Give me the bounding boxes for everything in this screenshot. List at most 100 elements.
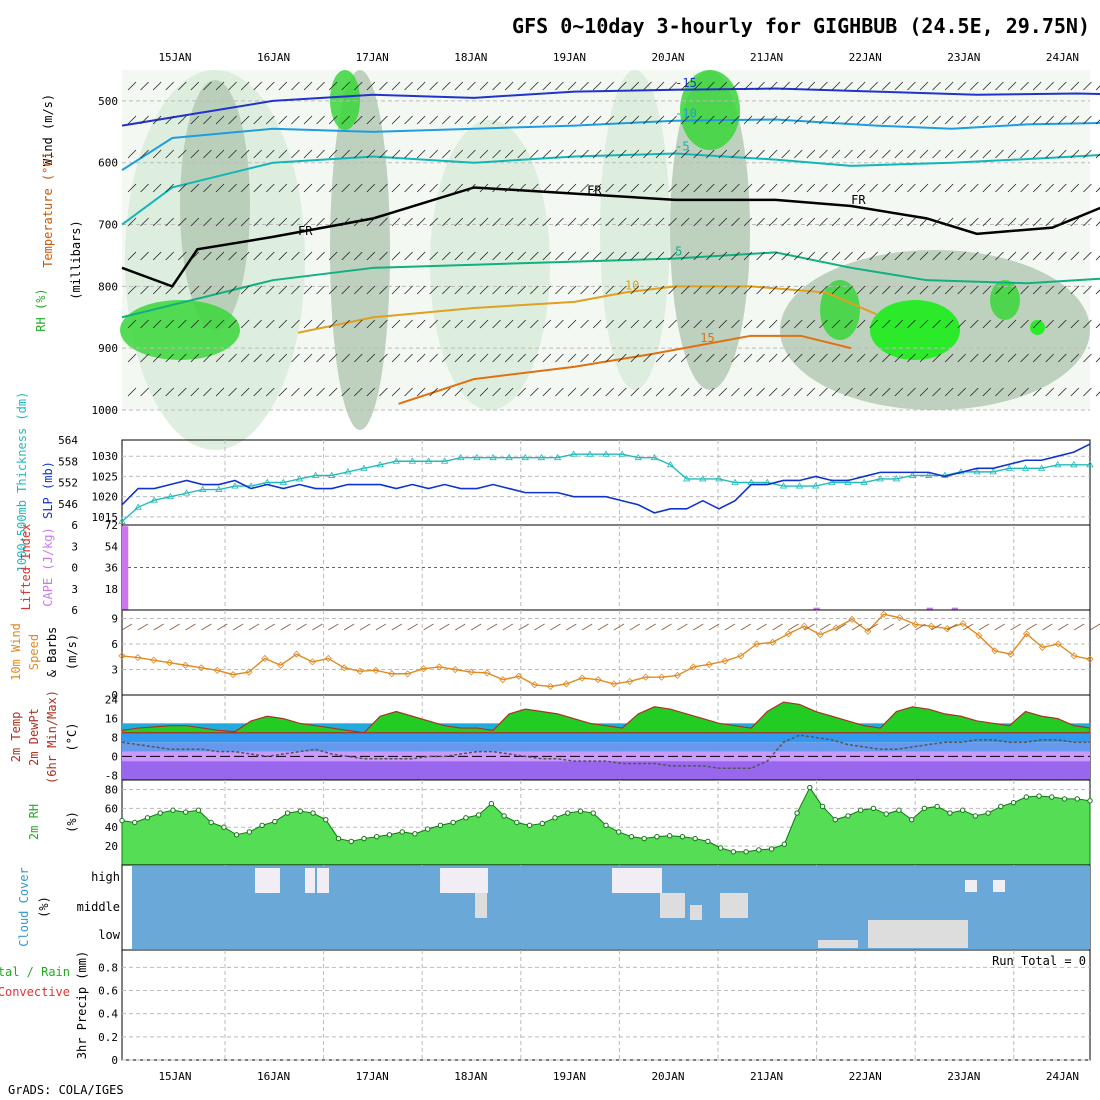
thickness-marker bbox=[376, 461, 384, 468]
wind-barb bbox=[178, 217, 187, 227]
wind-barb bbox=[680, 353, 690, 363]
surface-wind-barb bbox=[740, 623, 752, 631]
wind-barb bbox=[190, 81, 200, 91]
wind-barb bbox=[693, 149, 702, 159]
wind-barb bbox=[454, 149, 464, 159]
contour-label: -15 bbox=[675, 76, 697, 90]
date-label-top: 15JAN bbox=[158, 51, 191, 64]
rh-marker bbox=[845, 813, 851, 819]
rh-tick: 80 bbox=[105, 783, 118, 796]
run-total-label: Run Total = 0 bbox=[992, 954, 1086, 968]
slp-tick: 1015 bbox=[92, 511, 119, 524]
wind-barb bbox=[303, 149, 313, 159]
thickness-marker bbox=[134, 503, 142, 510]
wind-barb bbox=[567, 251, 577, 261]
wind-tick: 0 bbox=[111, 689, 118, 702]
wind-barb bbox=[555, 285, 564, 295]
wind-barb bbox=[932, 285, 941, 295]
wind-barb bbox=[165, 81, 174, 91]
wind-barb bbox=[706, 285, 715, 295]
wind-speed-marker bbox=[737, 652, 745, 660]
wind-barb bbox=[341, 149, 350, 159]
wind-barb bbox=[429, 387, 438, 397]
wind-barb bbox=[1070, 183, 1080, 193]
wind-barb bbox=[630, 353, 640, 363]
rh-marker bbox=[233, 832, 240, 838]
wind-barb bbox=[467, 183, 476, 193]
wind-barb bbox=[442, 115, 451, 125]
wind-barb bbox=[178, 353, 187, 363]
wind-barb bbox=[1020, 319, 1029, 329]
rh-marker bbox=[386, 832, 393, 838]
wind-barb bbox=[781, 115, 790, 125]
wind-barb bbox=[731, 319, 740, 329]
wind-barb bbox=[492, 319, 501, 329]
wind-barb bbox=[806, 115, 816, 125]
wind-barb bbox=[794, 251, 803, 261]
wind-barb bbox=[1032, 81, 1042, 91]
thickness-marker bbox=[473, 453, 481, 461]
ylabel-cloud-units: (%) bbox=[37, 896, 51, 918]
wind-barb bbox=[970, 217, 979, 227]
wind-barb bbox=[995, 285, 1004, 295]
wind-barb bbox=[970, 285, 979, 295]
wind-barb bbox=[693, 251, 702, 261]
wind-barb bbox=[228, 81, 237, 91]
wind-barb bbox=[454, 285, 464, 295]
wind-barb bbox=[127, 183, 137, 193]
wind-barb bbox=[203, 149, 212, 159]
wind-barb bbox=[743, 353, 753, 363]
wind-barb bbox=[957, 217, 966, 227]
wind-barb bbox=[706, 183, 715, 193]
wind-barb bbox=[152, 285, 162, 295]
thickness-marker bbox=[876, 475, 884, 482]
wind-barb bbox=[416, 251, 426, 261]
thickness-marker bbox=[1005, 464, 1014, 471]
rh-marker bbox=[985, 810, 991, 816]
freezing-level-line bbox=[121, 186, 1100, 288]
wind-barb bbox=[680, 81, 690, 91]
rh-marker bbox=[323, 816, 329, 823]
wind-barb bbox=[542, 319, 552, 329]
wind-barb bbox=[1095, 289, 1100, 295]
wind-barb bbox=[429, 217, 438, 227]
wind-barb bbox=[278, 353, 288, 363]
wind-barb bbox=[555, 81, 564, 91]
cape-tick: 18 bbox=[105, 583, 118, 596]
wind-barb bbox=[743, 251, 753, 261]
wind-barb bbox=[781, 251, 790, 261]
thickness-line bbox=[121, 453, 1090, 522]
wind-barb bbox=[416, 353, 426, 363]
wind-barb bbox=[592, 319, 602, 329]
wind-barb bbox=[668, 149, 677, 159]
wind-barb bbox=[152, 353, 162, 363]
wind-barb bbox=[316, 149, 325, 159]
wind-barb bbox=[266, 251, 275, 261]
wind-barb bbox=[1070, 217, 1080, 227]
wind-barb bbox=[517, 285, 526, 295]
temperature-contour bbox=[121, 251, 1100, 319]
rh-marker bbox=[463, 815, 469, 821]
wind-barb bbox=[479, 387, 489, 397]
surface-wind-barb bbox=[566, 623, 577, 631]
wind-tick: 3 bbox=[111, 664, 118, 677]
wind-barb bbox=[1007, 183, 1017, 193]
wind-barb bbox=[203, 251, 212, 261]
wind-barb bbox=[718, 183, 728, 193]
wind-barb bbox=[844, 149, 853, 159]
surface-wind-barb bbox=[645, 623, 656, 631]
wind-barb bbox=[178, 251, 187, 261]
rh-marker bbox=[284, 810, 291, 816]
surface-wind-barb bbox=[931, 623, 942, 631]
wind-barb bbox=[819, 183, 828, 193]
contour-label: 10 bbox=[625, 279, 639, 293]
wind-barb bbox=[982, 353, 992, 363]
ylabel-total-rain: Total / Rain bbox=[0, 965, 70, 979]
wind-speed-marker bbox=[515, 672, 523, 680]
thickness-marker bbox=[731, 478, 739, 485]
wind-barb bbox=[794, 81, 803, 91]
wind-barb bbox=[278, 387, 288, 397]
temperature-band bbox=[122, 761, 1090, 780]
wind-barb bbox=[1058, 251, 1067, 261]
wind-barb bbox=[819, 387, 828, 397]
